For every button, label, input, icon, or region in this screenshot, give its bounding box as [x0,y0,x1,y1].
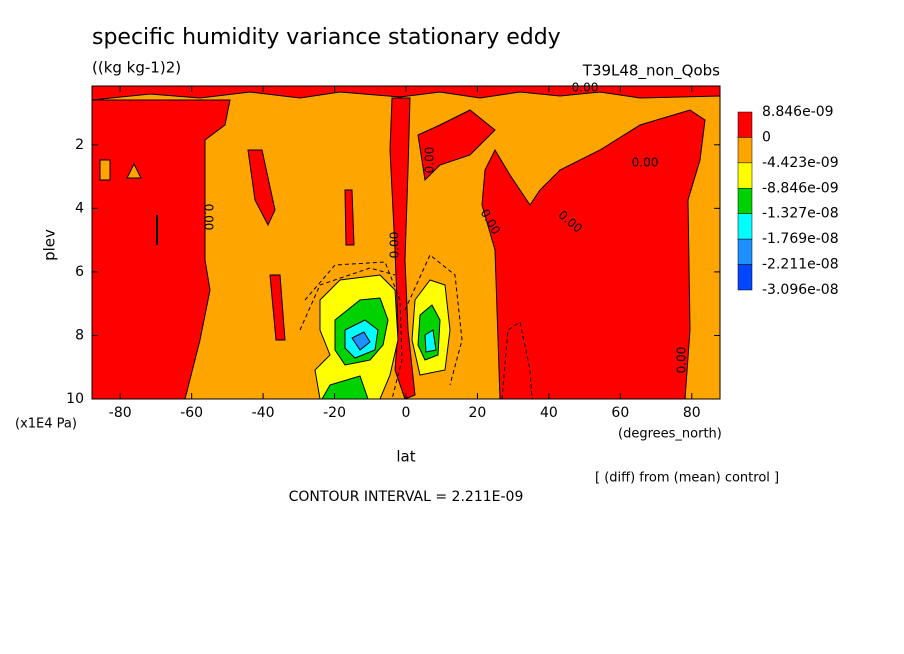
contour-line [304,261,403,399]
contour-region [389,97,416,399]
colorbar-label: 8.846e-09 [762,104,834,120]
contour-region [92,86,720,101]
colorbar-box [737,213,753,240]
colorbar-label: -1.327e-08 [762,206,839,222]
x-axis-label: lat [396,448,415,466]
y-tick-label: 8 [75,327,84,343]
colorbar-box [737,188,753,214]
contour-region [99,159,111,181]
y-axis-units: (x1E4 Pa) [15,417,77,432]
note: [ (diff) from (mean) control ] [595,471,779,486]
colorbar-box [737,111,753,138]
x-tick-label: 40 [540,405,558,421]
x-tick-label: -40 [252,405,275,421]
contour-label: 0.00 [423,147,437,174]
x-tick-label: -20 [323,405,346,421]
colorbar-label: -2.211e-08 [762,257,839,273]
x-tick-label: 0 [402,405,411,421]
contour-line [299,267,396,331]
run-label: T39L48_non_Qobs [582,62,720,81]
contour-region [344,189,355,246]
x-tick-label: 20 [469,405,487,421]
colorbar-label: 0 [762,129,771,145]
contour-label: 0.00 [202,204,216,231]
x-tick-label: -80 [109,405,132,421]
colorbar-box [737,264,753,291]
contour-label: 0.00 [675,347,689,374]
plot-area [92,86,720,399]
x-tick-label: -60 [180,405,203,421]
contour-interval: CONTOUR INTERVAL = 2.211E-09 [289,489,524,505]
contour-label: 0.00 [632,156,659,170]
contour-label: 0.00 [572,81,599,95]
y-tick-label: 2 [75,137,84,153]
contour-region [481,109,706,399]
colorbar-box [737,238,753,265]
chart-subtitle: ((kg kg-1)2) [92,59,181,77]
y-tick-label: 4 [75,200,84,216]
x-axis-units: (degrees_north) [618,427,722,442]
contour-region [126,162,142,179]
x-tick-label: 60 [611,405,629,421]
contour-region [417,109,496,182]
contour-line [404,254,463,386]
colorbar-label: -3.096e-08 [762,282,839,298]
contour-region [247,149,276,227]
y-tick-label: 10 [66,391,84,407]
y-tick-label: 6 [75,264,84,280]
contour-line [501,321,533,399]
contour-region [321,375,369,399]
contour-label: 0.00 [388,232,402,259]
colorbar-label: -8.846e-09 [762,180,839,196]
y-axis-label: plev [41,229,59,261]
x-tick-label: 80 [683,405,701,421]
colorbar-label: -1.769e-08 [762,231,839,247]
colorbar-box [737,162,753,189]
contour-region [424,329,437,353]
colorbar-label: -4.423e-09 [762,155,839,171]
contour-region [351,331,371,351]
contour-region [92,99,231,399]
chart-title: specific humidity variance stationary ed… [92,25,561,50]
contour-region [269,274,286,341]
colorbar-box [737,137,753,164]
